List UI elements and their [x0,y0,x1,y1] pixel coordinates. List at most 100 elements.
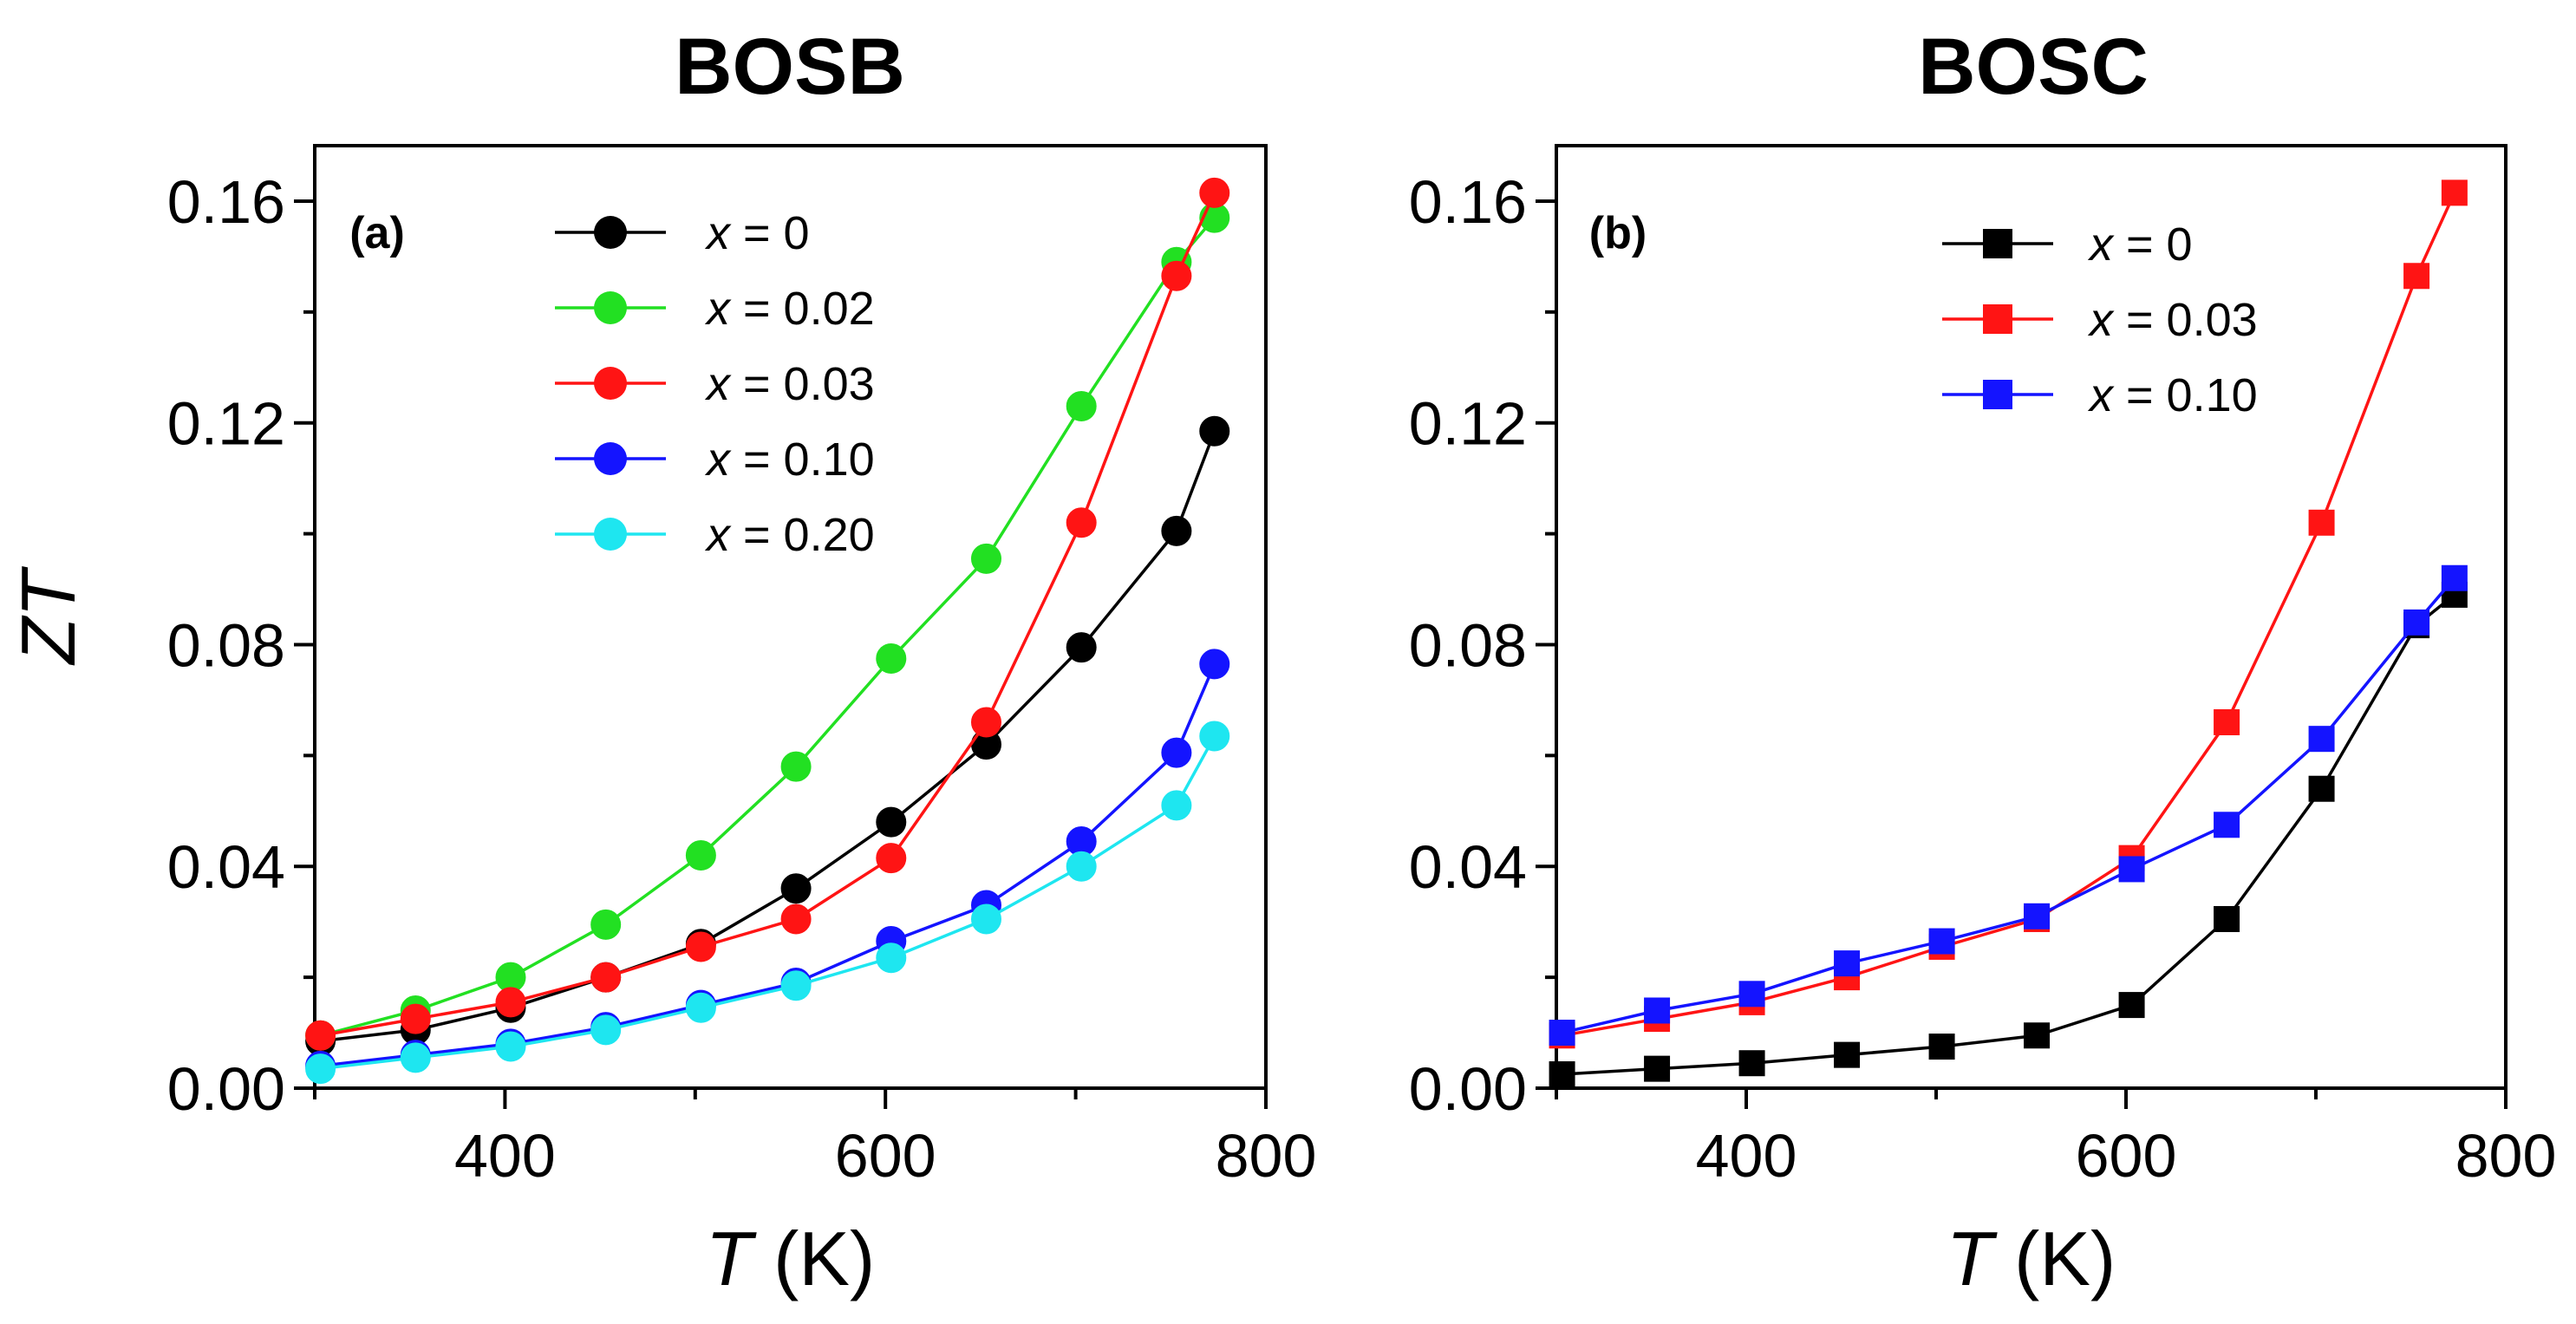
x-tick-label: 800 [1216,1122,1317,1190]
plot-frame [313,144,1268,1090]
data-point [1161,737,1192,768]
data-point [685,839,716,871]
data-point [1199,721,1230,752]
data-point [495,1031,526,1062]
data-point [970,903,1001,935]
data-point [876,843,907,874]
legend-label: x = 0.20 [704,509,875,561]
data-point [2214,812,2240,838]
legend-entry: x = 0 [1942,218,2193,271]
panel-label: (b) [1589,208,1647,258]
data-point [685,931,716,962]
x-tick-label: 400 [454,1122,556,1190]
data-point [2118,856,2145,883]
legend-marker [1983,304,2012,334]
y-tick-label: 0.12 [167,390,285,458]
data-point [2403,609,2430,636]
data-point [2308,726,2335,753]
data-point [1199,177,1230,208]
y-tick-label: 0.04 [167,833,285,901]
data-point [780,751,812,782]
x-tick-label: 600 [2076,1122,2177,1190]
data-point [590,909,622,940]
legend-label: x = 0.02 [704,283,875,335]
data-point [1161,515,1192,546]
data-point [1161,260,1192,291]
chart-title: BOSB [675,23,905,111]
series-x-0-02 [305,202,1230,1051]
series-x-0 [1549,581,2468,1088]
y-tick-label: 0.00 [1409,1055,1527,1123]
data-point [1834,1041,1861,1068]
data-point [780,903,812,935]
data-point [1738,981,1765,1008]
data-point [970,543,1001,574]
data-point [2441,564,2468,591]
panel-b: BOSC 400 600 800 0.00 0.04 0.08 0.12 0.16 T (K) (b… [1409,23,2557,1301]
legend-marker [1983,380,2012,409]
data-point [400,1003,431,1034]
legend-entry: x = 0 [555,207,810,259]
x-tick-label: 800 [2455,1122,2557,1190]
data-point [1161,790,1192,821]
legend-entry: x = 0.02 [555,283,875,335]
data-point [1066,851,1097,882]
y-tick-label: 0.08 [1409,611,1527,679]
legend-entry: x = 0.10 [1942,369,2258,421]
data-point [1834,950,1861,977]
series-line [320,216,1216,1037]
data-point [1644,997,1671,1024]
x-tick-label: 600 [835,1122,936,1190]
legend-entry: x = 0.10 [555,434,875,486]
data-point [876,942,907,974]
y-axis-label: ZT [5,566,91,666]
data-point [1549,1061,1575,1088]
data-point [305,1020,336,1051]
data-point [1738,1050,1765,1077]
y-tick-label: 0.16 [1409,168,1527,236]
series-x-0-10 [1549,564,2468,1047]
y-tick-label: 0.12 [1409,390,1527,458]
data-point [2214,905,2240,932]
data-point [1549,1020,1575,1047]
data-point [590,962,622,993]
series-x-0-03 [305,177,1230,1051]
x-axis-label: T (K) [706,1216,876,1301]
y-tick-label: 0.16 [167,168,285,236]
data-point [2441,179,2468,206]
data-point [1199,649,1230,680]
legend-marker [594,367,627,400]
y-tick-label: 0.08 [167,611,285,679]
data-point [2214,708,2240,735]
data-point [780,970,812,1001]
y-tick-label: 0.00 [167,1055,285,1123]
series-x-0-20 [305,721,1230,1085]
data-point [495,987,526,1018]
data-point [1644,1055,1671,1082]
data-point [970,707,1001,738]
legend-label: x = 0.03 [704,358,875,410]
panel-a: BOSB 400 600 800 0.00 0.04 0.08 0.12 0.16 T (K) ZT… [5,23,1316,1301]
legend-label: x = 0.10 [2087,369,2258,421]
data-point [1066,632,1097,663]
data-point [2118,992,2145,1019]
data-point [1199,415,1230,447]
legend-label: x = 0 [704,207,810,259]
data-point [1066,507,1097,538]
legend-entry: x = 0.03 [1942,294,2258,346]
series-line [320,735,1216,1071]
data-point [2308,509,2335,536]
x-tick-label: 400 [1696,1122,1797,1190]
legend-entry: x = 0.03 [555,358,875,410]
data-point [2308,775,2335,802]
legend-label: x = 0.03 [2087,294,2258,346]
data-point [400,1042,431,1073]
legend-label: x = 0 [2087,218,2193,271]
legend-marker [594,518,627,551]
x-axis-label: T (K) [1947,1216,2116,1301]
legend-marker [594,216,627,249]
data-point [1928,1034,1955,1060]
legend-entry: x = 0.20 [555,509,875,561]
data-point [1928,928,1955,955]
